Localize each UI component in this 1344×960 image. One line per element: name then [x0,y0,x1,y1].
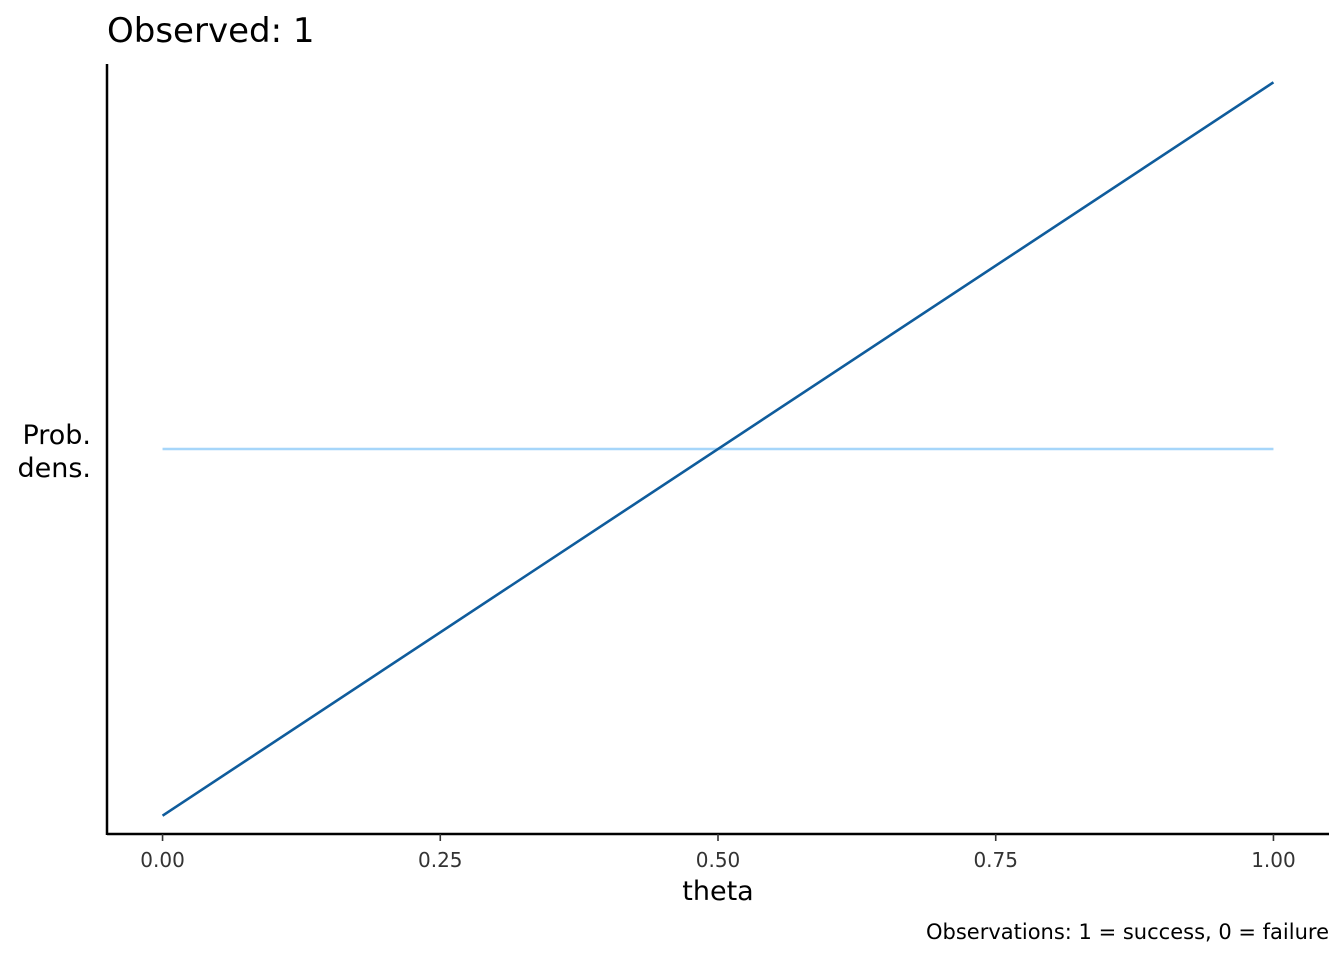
x-axis-label: theta [682,876,753,907]
chart-caption: Observations: 1 = success, 0 = failure [926,920,1329,944]
series-layer [161,81,1275,817]
y-axis-label-line-1: Prob. [22,420,91,451]
series-line-2 [161,81,1275,817]
x-tick-layer: 0.00 0.25 0.50 0.75 1.00 [140,834,1296,872]
x-tick-label: 0.00 [140,848,185,872]
x-tick-label: 1.00 [1251,848,1296,872]
x-tick-label: 0.25 [418,848,463,872]
x-tick-label: 0.75 [973,848,1018,872]
x-tick-label: 0.50 [696,848,741,872]
chart-title: Observed: 1 [107,11,314,51]
y-axis-label-line-2: dens. [17,453,91,484]
